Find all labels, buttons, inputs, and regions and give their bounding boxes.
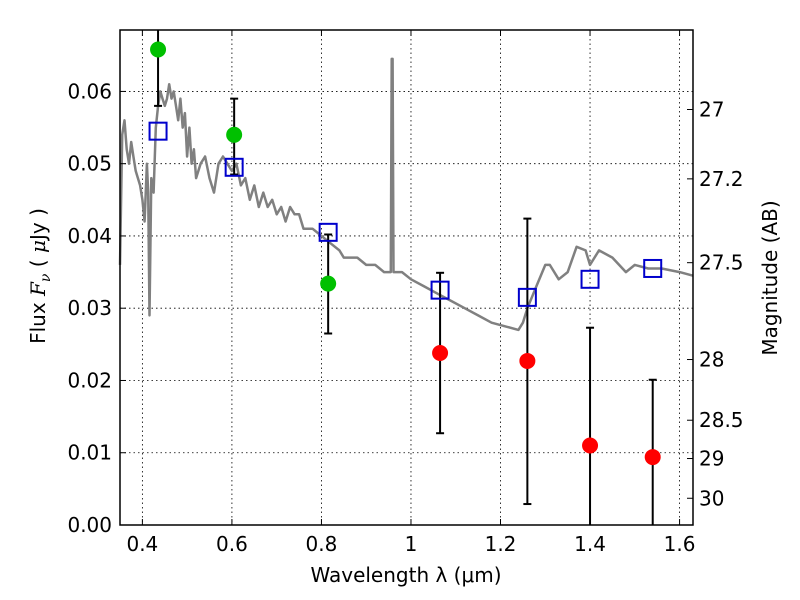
- magnitude-tick-label: 29: [699, 447, 724, 471]
- photometry-point: [432, 345, 449, 362]
- magnitude-tick-label: 28.5: [699, 408, 744, 432]
- magnitude-tick-label: 27.2: [699, 167, 744, 191]
- x-tick-label: 1.4: [574, 532, 606, 556]
- plot-frame: [119, 29, 694, 526]
- y-tick-label: 0.03: [67, 296, 112, 320]
- magnitude-tick-label: 28: [699, 348, 724, 372]
- x-tick-label: 1.6: [664, 532, 696, 556]
- template-spectrum-line: [118, 57, 694, 332]
- model-square-marker: [517, 287, 537, 307]
- model-square-marker: [224, 157, 244, 177]
- photometry-point: [226, 126, 243, 143]
- y-tick-label: 0.02: [67, 368, 112, 392]
- magnitude-tick-label: 27.5: [699, 251, 744, 275]
- x-tick-label: 1: [405, 532, 418, 556]
- photometry-point: [582, 437, 599, 454]
- photometry-point: [150, 41, 167, 58]
- x-tick-label: 0.8: [306, 532, 338, 556]
- y-tick-label: 0.06: [67, 79, 112, 103]
- right-axis-title: Magnitude (AB): [758, 200, 782, 355]
- y-tick-label: 0.00: [67, 513, 112, 537]
- model-square-marker: [318, 222, 338, 242]
- y-tick-label: 0.05: [67, 152, 112, 176]
- model-square-marker: [148, 121, 168, 141]
- grid: [120, 30, 693, 526]
- photometry-point: [320, 275, 337, 292]
- x-tick-label: 0.4: [126, 532, 158, 556]
- plot-data: [118, 30, 694, 525]
- x-tick-label: 0.6: [216, 532, 248, 556]
- y-axis-title: Flux Fν ( μJy ): [26, 208, 54, 344]
- model-square-marker: [430, 280, 450, 300]
- y-tick-label: 0.04: [67, 224, 112, 248]
- x-tick-label: 1.2: [485, 532, 517, 556]
- axis-ticks: 0.4 0.6 0.8 1 1.2 1.4 1.6 0.00 0.01 0.02 0.03 0.04 0…: [67, 30, 744, 556]
- x-axis-title: Wavelength λ (μm): [310, 563, 501, 587]
- model-square-marker: [580, 269, 600, 289]
- model-square-marker: [643, 258, 663, 278]
- photometry-point: [519, 352, 536, 369]
- y-tick-label: 0.01: [67, 441, 112, 465]
- photometry-point: [644, 449, 661, 466]
- magnitude-tick-label: 30: [699, 486, 724, 510]
- magnitude-tick-label: 27: [699, 97, 724, 121]
